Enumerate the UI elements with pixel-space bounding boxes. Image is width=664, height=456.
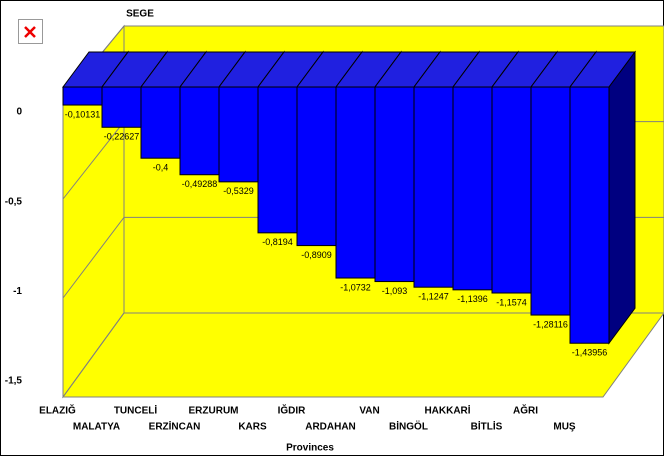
bar [569, 86, 610, 344]
chart-title: SEGE [126, 9, 154, 20]
data-label: -0,8194 [262, 237, 293, 247]
bar [257, 86, 298, 234]
bar [374, 86, 415, 283]
bar [179, 86, 220, 176]
data-label: -1,28116 [533, 319, 568, 329]
bar [335, 86, 376, 279]
data-label: -0,22627 [104, 132, 140, 142]
x-tick-label: ARDAHAN [305, 422, 356, 433]
bar [140, 86, 181, 159]
x-tick-label: IĞDIR [278, 404, 307, 417]
bar [491, 86, 532, 294]
x-axis-title: Provinces [286, 443, 334, 454]
y-tick-label: 0 [16, 107, 22, 118]
bar [218, 86, 259, 183]
x-tick-label: BİTLİS [471, 420, 503, 433]
bar [452, 86, 493, 291]
bar [530, 86, 571, 316]
x-tick-label: ERZİNCAN [149, 420, 201, 433]
bar [62, 86, 103, 106]
data-label: -1,1396 [457, 294, 488, 304]
x-tick-label: ERZURUM [189, 406, 239, 417]
x-tick-label: HAKKARİ [424, 404, 470, 417]
data-label: -1,0732 [340, 282, 371, 292]
data-label: -0,49288 [182, 179, 218, 189]
y-tick-label: -1,5 [5, 376, 23, 387]
x-tick-label: ELAZIĞ [39, 404, 76, 417]
data-label: -0,8909 [301, 250, 332, 260]
bar [101, 86, 142, 128]
grid-line [62, 312, 664, 398]
bar [413, 86, 454, 288]
data-label: -0,4 [153, 163, 169, 173]
x-tick-label: KARS [238, 422, 267, 433]
data-label: -0,10131 [65, 109, 101, 119]
x-tick-label: MUŞ [553, 422, 576, 433]
data-label: -1,1574 [496, 297, 527, 307]
image-icon [18, 19, 43, 44]
x-tick-label: AĞRI [513, 404, 538, 417]
data-label: -1,093 [382, 286, 408, 296]
y-tick-label: -0,5 [5, 196, 23, 207]
x-tick-label: MALATYA [73, 422, 120, 433]
data-label: -1,1247 [418, 292, 449, 302]
x-tick-label: VAN [359, 406, 379, 417]
x-tick-label: BİNGÖL [389, 420, 428, 433]
bar-side [608, 50, 636, 345]
data-label: -0,5329 [223, 186, 254, 196]
x-tick-label: TUNCELİ [114, 404, 158, 417]
data-label: -1,43956 [572, 348, 608, 358]
y-tick-label: -1 [13, 286, 22, 297]
bar [296, 86, 337, 247]
